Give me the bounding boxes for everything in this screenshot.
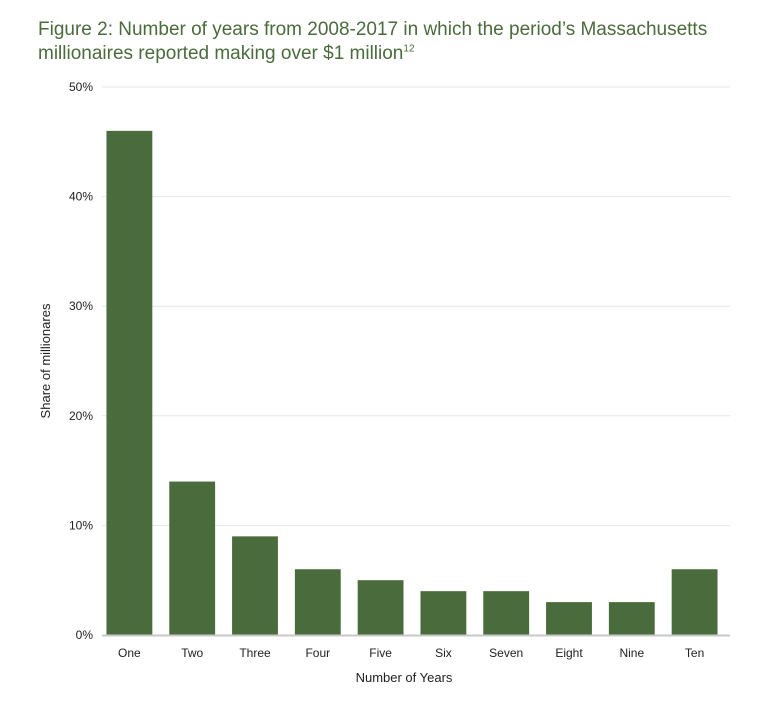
bar-two: [169, 481, 216, 635]
x-tick-labels: One Two Three Four Five Six Seven Eight Nine Ten: [118, 646, 704, 660]
y-tick-label: 10%: [69, 518, 93, 532]
bar-four: [294, 569, 341, 635]
x-tick-label: Two: [181, 646, 203, 660]
y-tick-label: 20%: [69, 409, 93, 423]
x-tick-label: Nine: [619, 646, 644, 660]
x-tick-label: Six: [435, 646, 452, 660]
x-axis-label: Number of Years: [356, 670, 453, 685]
bars: [106, 130, 718, 635]
x-tick-label: Ten: [685, 646, 704, 660]
bar-five: [357, 580, 404, 635]
chart-title-text: Figure 2: Number of years from 2008-2017…: [38, 19, 708, 64]
bar-three: [232, 536, 278, 635]
x-tick-label: Five: [369, 646, 392, 660]
x-tick-label: Four: [305, 646, 330, 660]
y-tick-label: 40%: [69, 190, 93, 204]
y-tick-labels: 0% 10% 20% 30% 40% 50%: [69, 80, 93, 642]
y-tick-label: 0%: [76, 628, 94, 642]
bar-eight: [546, 602, 592, 635]
title-footnote: 12: [403, 43, 415, 55]
x-tick-label: One: [118, 646, 141, 660]
bar-six: [420, 591, 467, 635]
bar-nine: [608, 602, 655, 635]
bar-seven: [483, 591, 530, 635]
bar-ten: [671, 569, 718, 635]
y-axis-label: Share of millionares: [38, 303, 53, 418]
bar-one: [106, 130, 153, 635]
x-tick-label: Eight: [555, 646, 583, 660]
y-tick-label: 30%: [69, 299, 93, 313]
chart-title: Figure 2: Number of years from 2008-2017…: [38, 18, 758, 66]
gridlines: [102, 86, 730, 526]
y-tick-label: 50%: [69, 80, 93, 94]
x-tick-label: Seven: [489, 646, 523, 660]
x-tick-label: Three: [239, 646, 271, 660]
